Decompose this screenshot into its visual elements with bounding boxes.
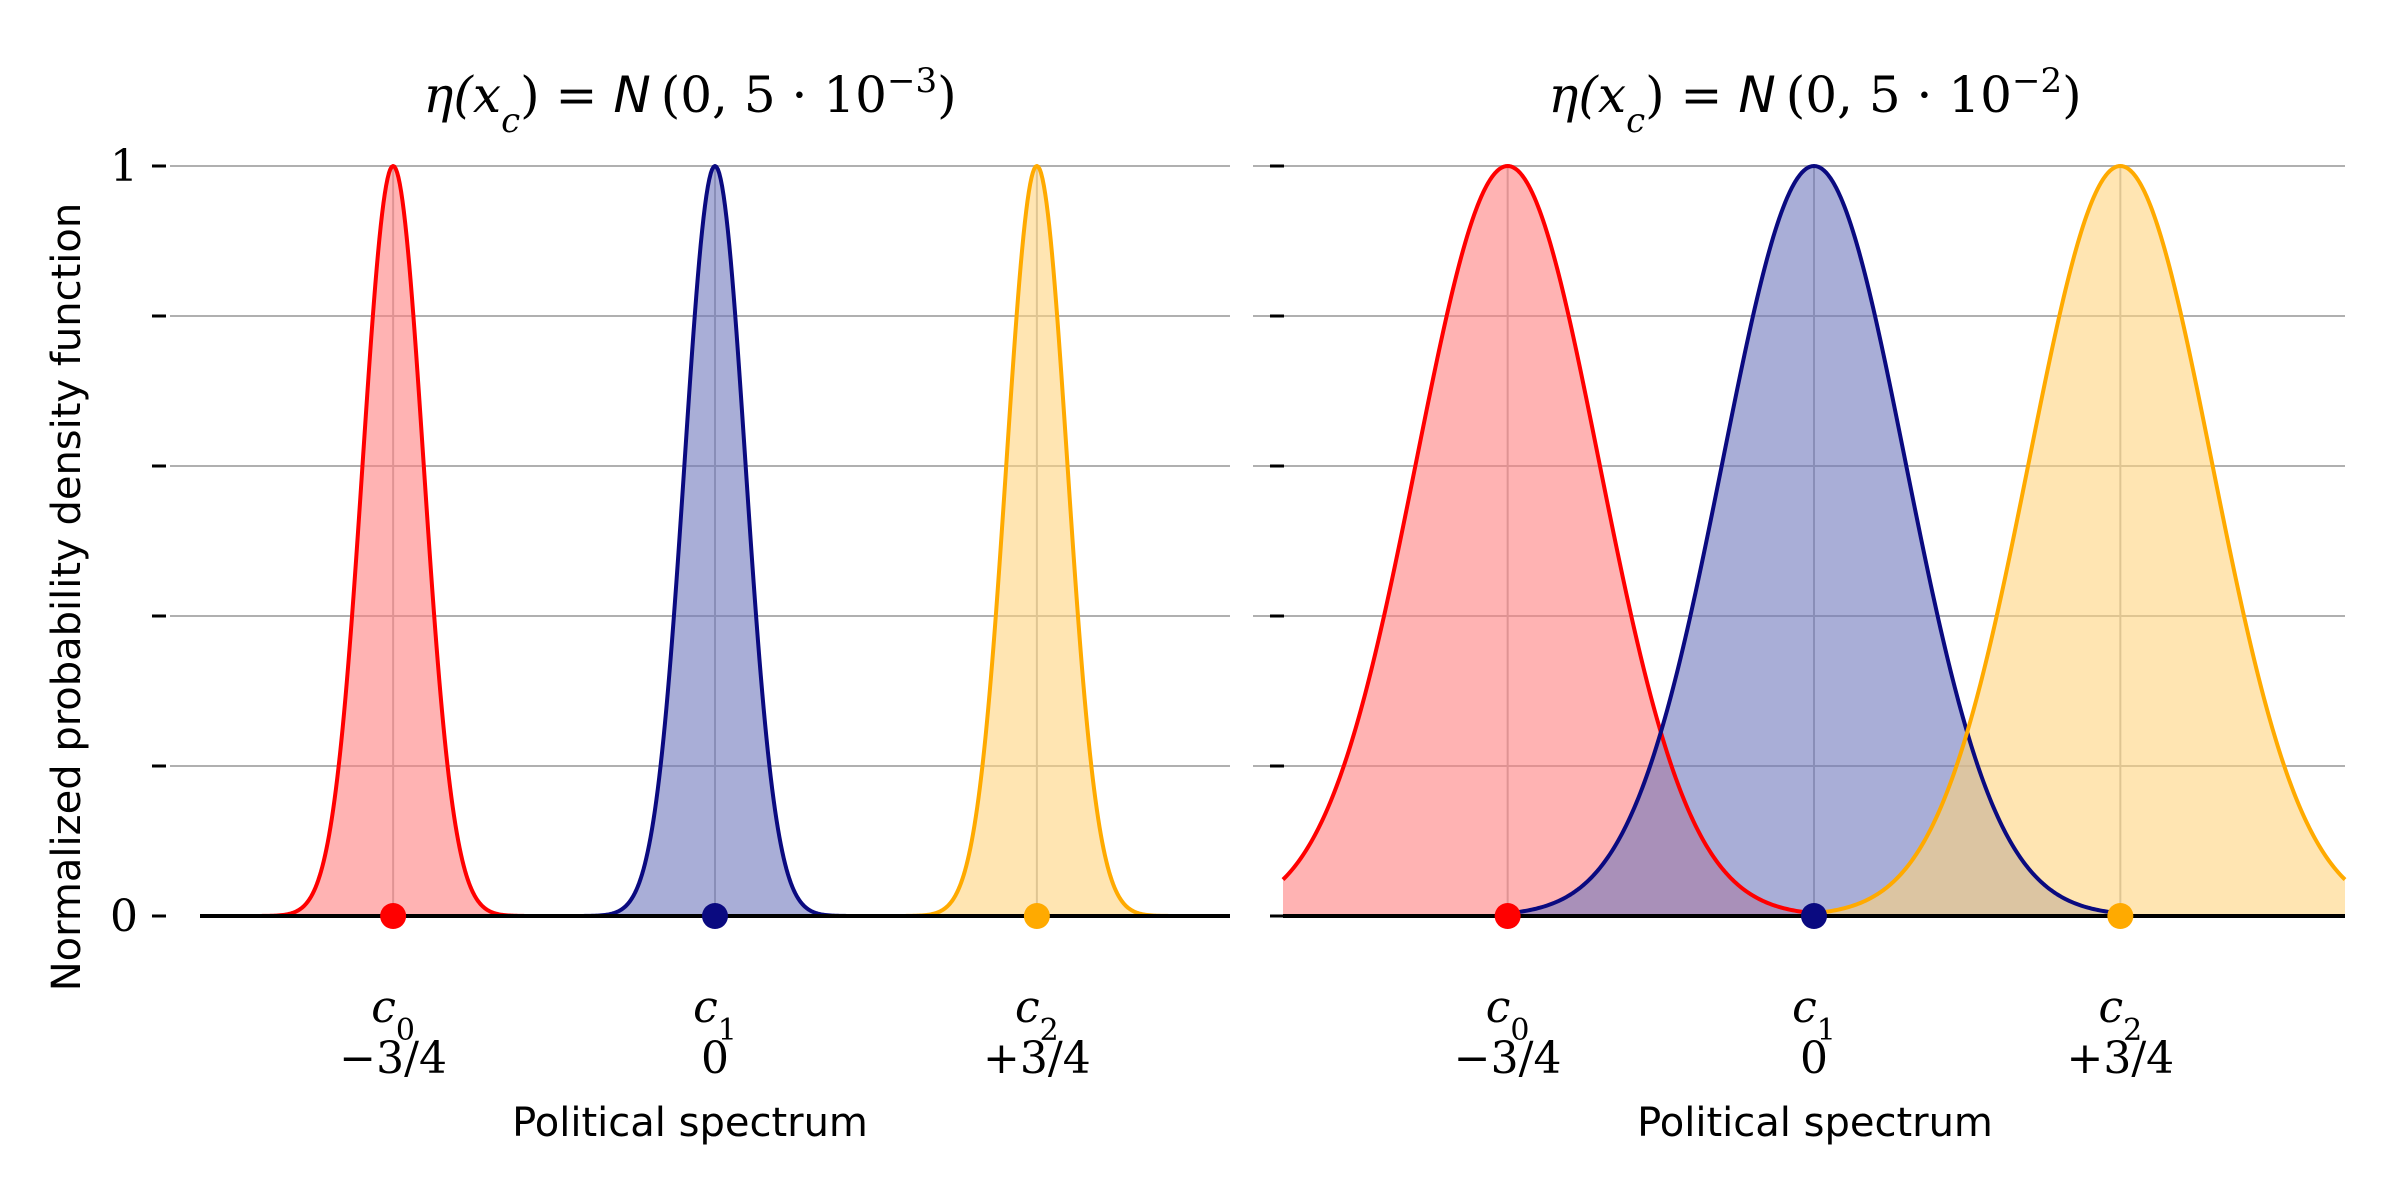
center-marker-c2 (1023, 903, 1050, 929)
x-tick-label: +3/4 (983, 1033, 1091, 1084)
x-tick-label: −3/4 (339, 1033, 447, 1084)
panel-title: η(xc) = N (0, 5 · 10−3) (423, 61, 956, 141)
x-tick-label: 0 (1800, 1033, 1828, 1084)
density-fills (1283, 166, 2345, 916)
y-ticks (1270, 164, 1284, 918)
density-fill-c1 (500, 166, 930, 916)
y-tick-label: 0 (110, 891, 138, 942)
density-fill-c1 (1507, 166, 2121, 916)
x-ticks: c0−3/4 c10 c2+3/4 (339, 982, 1090, 1084)
center-marker-c1 (1801, 903, 1827, 929)
density-fill-c2 (822, 166, 1230, 916)
x-tick-symbol: c1 (1792, 982, 1836, 1048)
x-axis-label: Political spectrum (1637, 1100, 1993, 1146)
center-marker-c0 (380, 903, 407, 929)
density-fill-c0 (1283, 166, 1814, 916)
density-fill-c2 (1814, 166, 2345, 916)
density-lines (1281, 164, 2347, 916)
x-tick-symbol: c1 (693, 982, 737, 1048)
x-tick-label: −3/4 (1454, 1033, 1562, 1084)
panel-right: c0−3/4 c10 c2+3/4 η(xc) = N (0, 5 · 10−2) P… (1253, 61, 2347, 1146)
panel-title: η(xc) = N (0, 5 · 10−2) (1548, 61, 2081, 141)
x-tick-symbol: c2 (1015, 982, 1059, 1048)
center-markers (1494, 903, 2134, 929)
x-tick-label: +3/4 (2067, 1033, 2175, 1084)
x-tick-symbol: c2 (2098, 982, 2142, 1048)
density-fill-c0 (200, 166, 608, 916)
x-tick-symbol: c0 (371, 982, 415, 1048)
x-ticks: c0−3/4 c10 c2+3/4 (1454, 982, 2174, 1084)
center-marker-c1 (702, 903, 728, 929)
x-tick-symbol: c0 (1486, 982, 1530, 1048)
density-line-c1 (1507, 164, 2121, 916)
x-tick-label: 0 (701, 1033, 729, 1084)
density-line-c0 (1281, 164, 1815, 916)
center-marker-c0 (1494, 903, 1521, 929)
center-marker-c2 (2107, 903, 2134, 929)
y-tick-label: 1 (110, 141, 138, 192)
density-line-c2 (1813, 164, 2347, 916)
y-ticks: 01 (110, 141, 166, 942)
y-axis-label: Normalized probability density function (44, 203, 90, 991)
density-fills (200, 166, 1230, 916)
center-markers (380, 903, 1050, 929)
x-axis-label: Political spectrum (512, 1100, 868, 1146)
